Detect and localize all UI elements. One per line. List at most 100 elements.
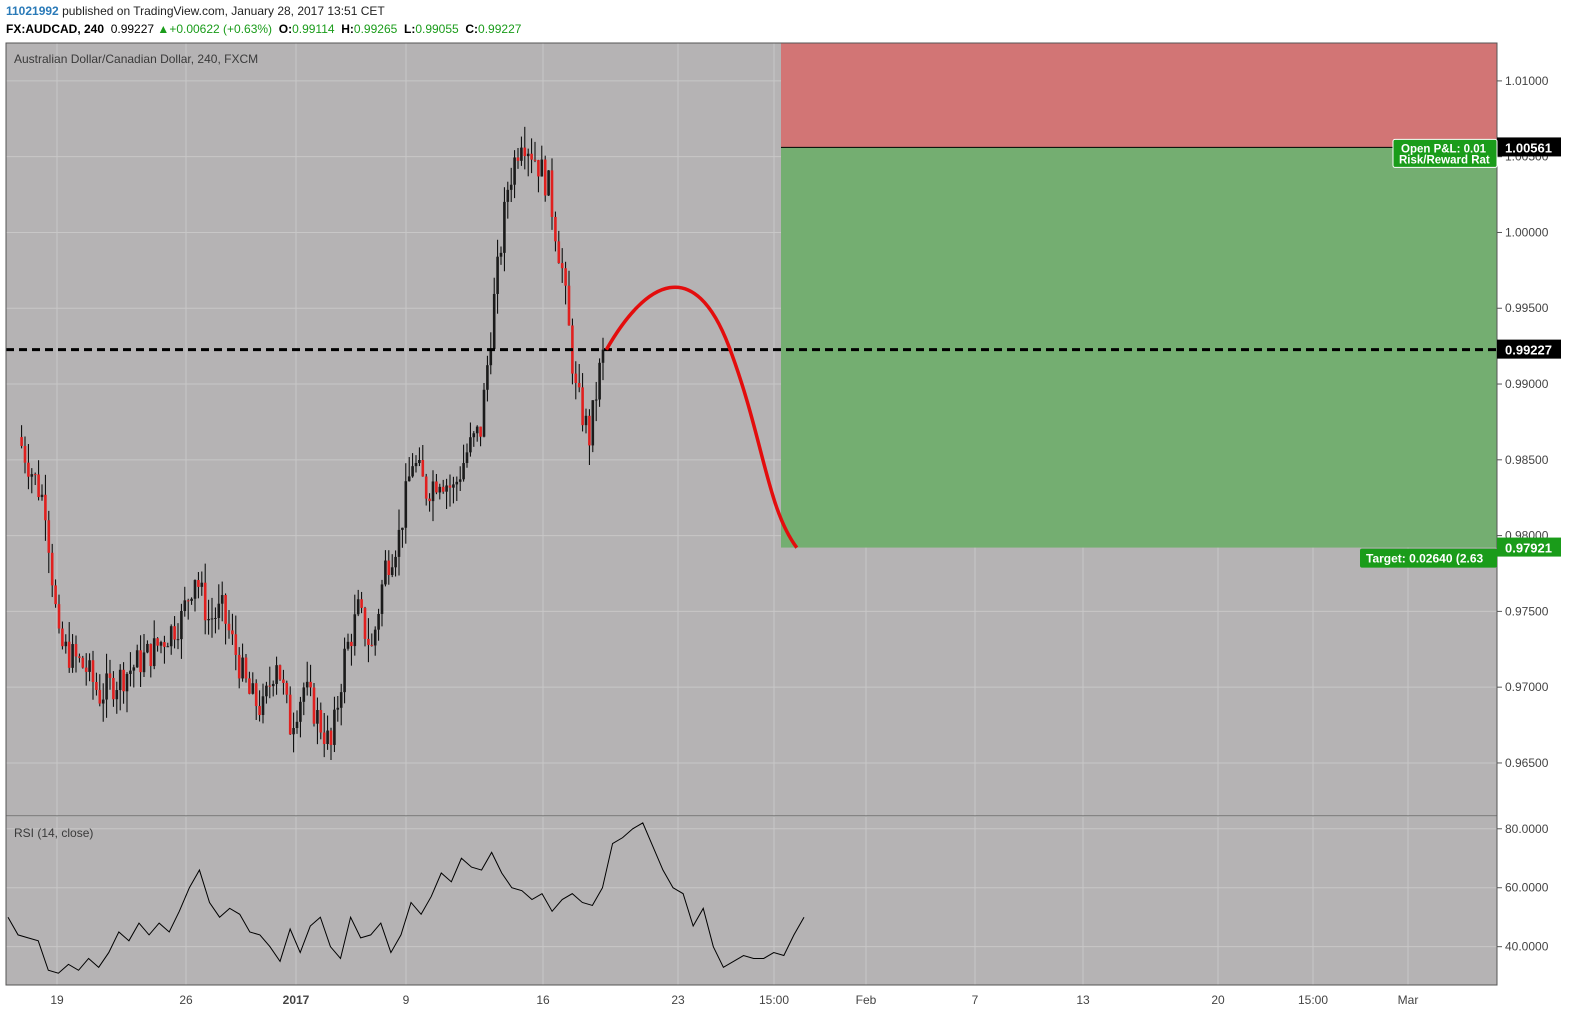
x-tick-label: 9	[403, 993, 410, 1007]
candle-up	[343, 648, 346, 693]
candle-up	[452, 484, 455, 488]
candle-up	[214, 617, 217, 619]
candle-up	[333, 709, 336, 745]
candle-up	[390, 567, 394, 576]
candle-up	[295, 721, 299, 729]
candle-up	[445, 485, 448, 492]
price-pane[interactable]: Australian Dollar/Canadian Dollar, 240, …	[6, 43, 1497, 816]
publish-header: 11021992 published on TradingView.com, J…	[6, 4, 385, 18]
candle-down	[156, 638, 159, 646]
candle-down	[237, 654, 241, 679]
forecast-curve	[604, 285, 799, 549]
candle-down	[581, 387, 584, 426]
price-axis-bg	[1497, 43, 1592, 985]
candle-down	[574, 373, 578, 383]
axes: 1.010001.005001.000000.995000.990000.985…	[5, 42, 1592, 1007]
candle-down	[370, 644, 374, 646]
candle-up	[520, 147, 523, 161]
candle-down	[37, 474, 40, 498]
candle-up	[292, 728, 295, 735]
candle-down	[139, 650, 142, 673]
candle-up	[241, 657, 244, 679]
y-tick-label: 1.00000	[1505, 225, 1549, 239]
pnl-label: Open P&L: 0.01	[1401, 143, 1487, 155]
candle-up	[190, 598, 193, 601]
candle-down	[74, 644, 78, 657]
stop-price-tag-bg	[1497, 137, 1561, 157]
symbol-header: FX:AUDCAD, 240 0.99227 ▲+0.00622 (+0.63%…	[6, 22, 521, 36]
candle-up	[326, 730, 329, 744]
candle-up	[384, 560, 387, 585]
candle-down	[27, 462, 30, 477]
candle-up	[193, 580, 197, 599]
candle-down	[564, 268, 567, 286]
candle-down	[312, 687, 316, 724]
candle-up	[458, 479, 462, 482]
candle-up	[465, 452, 469, 464]
candle-up	[132, 667, 136, 671]
candle-down	[173, 626, 176, 640]
candle-down	[57, 604, 61, 629]
rsi-pane[interactable]: RSI (14, close)	[6, 817, 1497, 985]
pnl-box	[1392, 138, 1498, 168]
candle-up	[336, 707, 340, 710]
candle-up	[584, 415, 588, 426]
candle-up	[265, 685, 268, 697]
stop-zone	[781, 43, 1497, 148]
candle-up	[482, 389, 486, 437]
candle-down	[248, 678, 251, 694]
candle-up	[152, 638, 156, 667]
candle-up	[261, 696, 265, 716]
candle-up	[183, 600, 187, 611]
x-tick-label: 15:00	[759, 993, 789, 1007]
author-link[interactable]: 11021992	[6, 4, 59, 18]
price-change: +0.00622 (+0.63%)	[169, 22, 273, 36]
candle-up	[275, 665, 278, 684]
candle-up	[105, 673, 108, 700]
rsi-line	[7, 822, 805, 974]
candle-up	[180, 610, 183, 640]
candle-down	[23, 445, 27, 463]
candle-down	[533, 159, 537, 161]
candle-up	[118, 669, 122, 691]
candle-down	[567, 285, 571, 326]
candle-up	[462, 463, 465, 480]
candle-up	[404, 481, 408, 528]
candle-up	[200, 582, 204, 587]
candle-down	[50, 552, 54, 586]
candle-up	[146, 643, 149, 653]
candle-down	[54, 585, 57, 605]
candle-up	[271, 683, 275, 687]
candle-down	[203, 582, 207, 621]
candle-up	[407, 476, 411, 482]
candle-up	[207, 618, 210, 621]
candle-down	[163, 642, 166, 647]
candle-up	[469, 437, 472, 453]
candle-down	[197, 580, 200, 587]
candle-up	[475, 426, 479, 434]
candle-down	[282, 679, 285, 683]
candle-down	[44, 494, 47, 521]
candle-up	[71, 644, 74, 668]
candle-up	[394, 556, 397, 568]
candle-up	[496, 256, 499, 294]
candle-down	[254, 683, 258, 707]
plot-border	[5, 42, 1498, 986]
candle-up	[251, 683, 255, 694]
rsi-y-tick-label: 80.0000	[1505, 822, 1549, 836]
candle-down	[268, 685, 272, 687]
candle-up	[540, 159, 544, 177]
y-tick-label: 1.01000	[1505, 74, 1549, 88]
candle-down	[91, 660, 95, 683]
candle-up	[438, 486, 442, 493]
candle-down	[258, 706, 261, 716]
rsi-y-tick-label: 60.0000	[1505, 881, 1549, 895]
target-price-tag: 0.97921	[1505, 541, 1552, 556]
candle-up	[101, 699, 105, 704]
candle-down	[67, 641, 71, 668]
candle-up	[377, 613, 380, 630]
close-key: C:	[465, 22, 479, 36]
stop-price-tag: 1.00561	[1505, 140, 1552, 155]
candle-up	[135, 650, 139, 668]
